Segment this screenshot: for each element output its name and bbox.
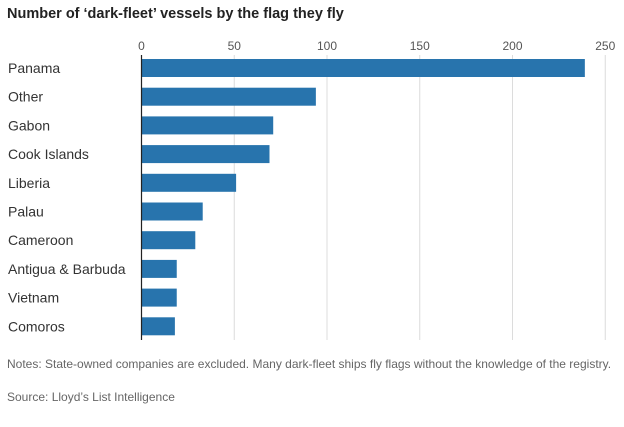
bar bbox=[141, 145, 270, 164]
chart-source: Source: Lloyd’s List Intelligence bbox=[7, 390, 175, 404]
chart-title: Number of ‘dark-fleet’ vessels by the fl… bbox=[7, 6, 344, 22]
x-tick-label: 200 bbox=[502, 39, 522, 53]
x-tick-label: 250 bbox=[595, 39, 615, 53]
category-label: Palau bbox=[8, 204, 44, 220]
bar-chart: 0 50 100 150 200 250 Panama Other Gabon Cook Isla… bbox=[8, 39, 616, 340]
category-label: Antigua & Barbuda bbox=[8, 261, 126, 277]
bar bbox=[141, 87, 316, 106]
bar bbox=[141, 59, 585, 77]
x-tick-label: 100 bbox=[317, 39, 337, 53]
category-label: Cook Islands bbox=[8, 146, 89, 162]
bar bbox=[141, 288, 177, 307]
bar bbox=[141, 202, 203, 221]
bar bbox=[141, 259, 177, 278]
category-label: Panama bbox=[8, 60, 60, 76]
x-tick-label: 50 bbox=[228, 39, 242, 53]
bar bbox=[141, 231, 196, 250]
category-label: Other bbox=[8, 89, 43, 105]
category-label: Comoros bbox=[8, 318, 65, 334]
category-label: Liberia bbox=[8, 175, 50, 191]
bar bbox=[141, 317, 175, 336]
x-tick-label: 150 bbox=[410, 39, 430, 53]
chart-notes: Notes: State-owned companies are exclude… bbox=[7, 357, 612, 371]
category-label: Vietnam bbox=[8, 290, 59, 306]
x-tick-label: 0 bbox=[138, 39, 145, 53]
bar bbox=[141, 173, 237, 192]
category-label: Gabon bbox=[8, 117, 50, 133]
bar bbox=[141, 116, 274, 135]
category-label: Cameroon bbox=[8, 232, 73, 248]
